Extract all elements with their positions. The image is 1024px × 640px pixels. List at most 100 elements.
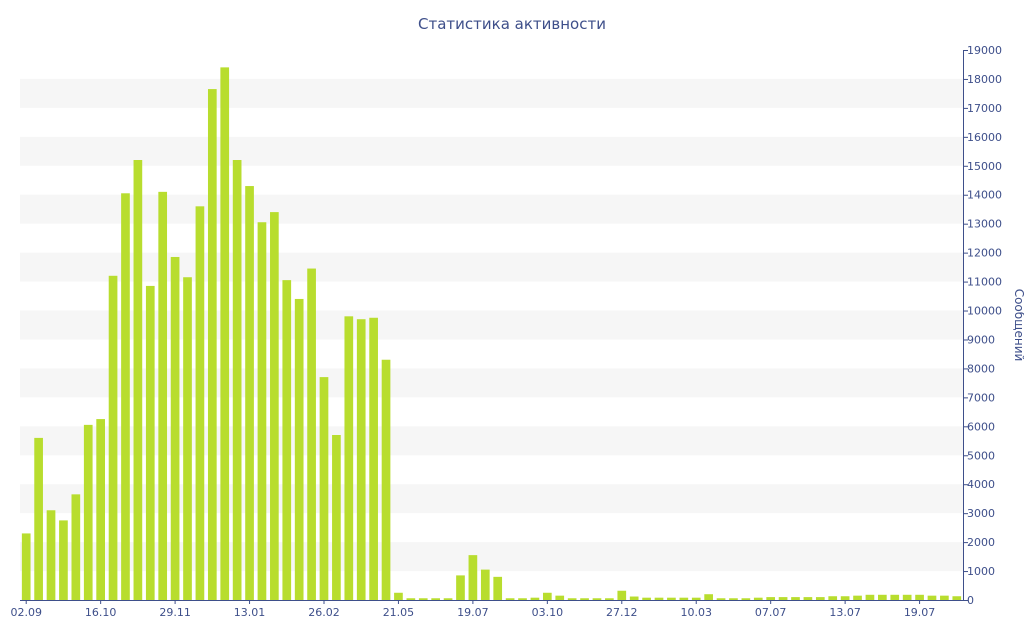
y-tick-label: 13000 [967, 218, 1002, 231]
bar[interactable] [344, 316, 354, 600]
bar[interactable] [394, 592, 403, 600]
x-tick-label: 27.12 [606, 606, 638, 619]
bar[interactable] [431, 598, 441, 600]
y-tick-label: 4000 [967, 478, 995, 491]
bar[interactable] [580, 598, 589, 600]
y-tick-label: 11000 [967, 276, 1002, 289]
x-tick-label: 13.07 [829, 606, 861, 619]
bar[interactable] [567, 598, 577, 600]
bar[interactable] [418, 598, 428, 600]
y-tick-label: 18000 [967, 73, 1002, 86]
y-tick-label: 19000 [967, 44, 1002, 57]
bar[interactable] [766, 597, 776, 600]
bar[interactable] [865, 594, 875, 600]
bar[interactable] [927, 595, 937, 600]
bar[interactable] [753, 597, 763, 600]
grid-band [20, 78, 963, 108]
bar[interactable] [716, 598, 726, 600]
bar[interactable] [840, 596, 850, 600]
bar[interactable] [456, 575, 465, 600]
bar[interactable] [642, 597, 651, 600]
bar[interactable] [902, 594, 912, 600]
bar[interactable] [133, 160, 143, 600]
bar[interactable] [878, 594, 887, 600]
bar[interactable] [778, 597, 788, 600]
y-tick-label: 0 [967, 594, 974, 607]
bar[interactable] [853, 595, 862, 600]
bar[interactable] [828, 596, 838, 600]
bar[interactable] [729, 598, 738, 600]
bar[interactable] [183, 277, 192, 600]
y-tick-label: 6000 [967, 420, 995, 433]
y-tick-label: 8000 [967, 362, 995, 375]
bar[interactable] [654, 597, 664, 600]
bar[interactable] [803, 597, 813, 600]
bar[interactable] [791, 597, 800, 600]
y-tick-label: 9000 [967, 333, 995, 346]
x-tick-label: 29.11 [159, 606, 191, 619]
bar[interactable] [443, 598, 453, 600]
bar[interactable] [332, 435, 341, 600]
bar[interactable] [108, 275, 118, 600]
bar[interactable] [96, 419, 105, 600]
y-tick-label: 2000 [967, 536, 995, 549]
x-tick-label: 19.07 [904, 606, 936, 619]
bar[interactable] [245, 186, 254, 601]
bar[interactable] [381, 359, 391, 600]
bar[interactable] [679, 597, 689, 600]
y-axis-label: Сообщений [1012, 289, 1024, 362]
bar[interactable] [704, 594, 713, 600]
bar[interactable] [83, 424, 93, 600]
bar[interactable] [542, 592, 552, 600]
bar[interactable] [890, 594, 900, 600]
bar[interactable] [356, 319, 366, 600]
bar[interactable] [257, 222, 267, 600]
bar[interactable] [282, 280, 292, 600]
bar[interactable] [195, 206, 205, 600]
bar[interactable] [629, 596, 639, 600]
bar[interactable] [617, 590, 627, 600]
y-tick-label: 14000 [967, 189, 1002, 202]
bar[interactable] [220, 67, 230, 601]
bar[interactable] [555, 595, 565, 600]
bar[interactable] [158, 191, 168, 600]
bar[interactable] [667, 597, 676, 600]
x-tick-label: 21.05 [383, 606, 415, 619]
bar[interactable] [71, 494, 81, 600]
axes: 0 1000 2000 3000 4000 5000 6000 7000 8000 9000 100… [10, 44, 1002, 619]
y-tick-label: 15000 [967, 160, 1002, 173]
bar[interactable] [815, 597, 825, 600]
bar[interactable] [232, 160, 242, 600]
bar[interactable] [21, 533, 31, 600]
bar[interactable] [691, 597, 701, 600]
bar[interactable] [940, 595, 949, 600]
bar[interactable] [518, 598, 527, 600]
y-tick-label: 7000 [967, 391, 995, 404]
bar[interactable] [530, 597, 540, 600]
bar[interactable] [505, 598, 515, 600]
bar[interactable] [34, 437, 43, 600]
bar[interactable] [406, 598, 416, 600]
y-tick-label: 5000 [967, 449, 995, 462]
bar[interactable] [741, 598, 751, 600]
chart-title: Статистика активности [418, 15, 606, 33]
bar[interactable] [46, 510, 56, 600]
bar[interactable] [952, 596, 962, 600]
bar[interactable] [480, 569, 490, 600]
x-tick-label: 02.09 [10, 606, 42, 619]
bar[interactable] [319, 377, 329, 600]
bar[interactable] [121, 193, 130, 600]
bar[interactable] [468, 555, 478, 600]
bar[interactable] [170, 256, 180, 600]
bar[interactable] [59, 520, 68, 600]
bar[interactable] [294, 298, 304, 600]
bar[interactable] [592, 598, 602, 600]
bar[interactable] [270, 212, 279, 600]
bar[interactable] [605, 598, 614, 600]
bar[interactable] [369, 317, 378, 600]
bar[interactable] [915, 594, 924, 600]
bar[interactable] [493, 576, 503, 600]
bar[interactable] [207, 89, 217, 600]
bar[interactable] [307, 268, 316, 600]
bar[interactable] [145, 285, 155, 600]
